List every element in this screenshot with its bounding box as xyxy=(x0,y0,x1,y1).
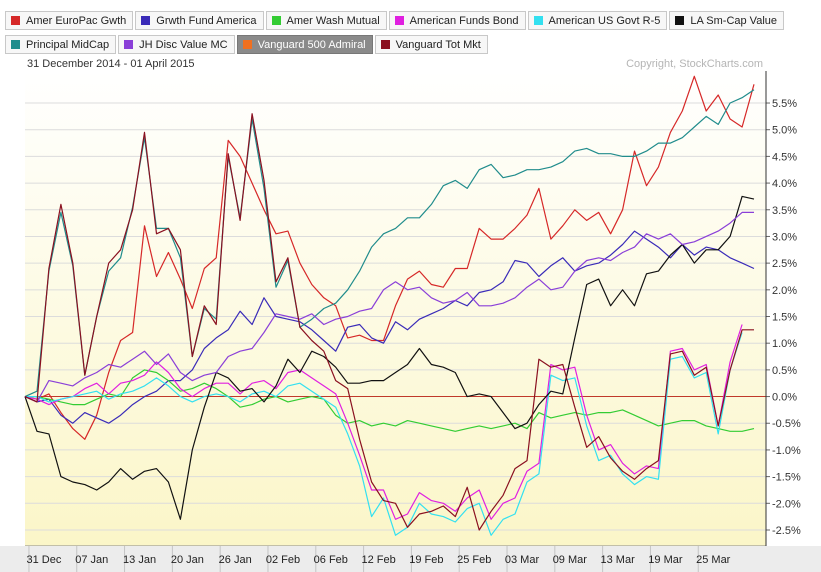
legend-row-2: Principal MidCap JH Disc Value MC Vanguard… xyxy=(5,35,488,54)
legend-swatch xyxy=(11,16,20,25)
copyright: Copyright, StockCharts.com xyxy=(626,58,763,70)
series-line xyxy=(24,113,754,531)
legend-item[interactable]: American Funds Bond xyxy=(388,11,526,30)
series-line xyxy=(24,211,754,403)
legend-label: American US Govt R-5 xyxy=(548,14,661,27)
y-tick-label: 4.0% xyxy=(772,178,797,190)
x-tick-label: 31 Dec xyxy=(27,554,62,566)
y-tick-label: 2.0% xyxy=(772,285,797,297)
legend-item[interactable]: Amer EuroPac Gwth xyxy=(5,11,134,30)
legend-swatch xyxy=(271,16,281,25)
x-tick-label: 26 Jan xyxy=(219,554,252,566)
y-tick-label: 1.5% xyxy=(772,312,797,324)
legend-item[interactable]: LA Sm-Cap Value xyxy=(669,11,784,30)
series-line xyxy=(24,324,743,520)
y-tick-label: -1.5% xyxy=(772,472,801,484)
legend-swatch xyxy=(11,40,20,49)
y-tick-label: 3.0% xyxy=(772,231,797,243)
date-range: 31 December 2014 - 01 April 2015 xyxy=(27,58,195,70)
x-tick-label: 25 Feb xyxy=(457,554,491,566)
y-tick-label: 0.0% xyxy=(772,392,797,404)
legend-swatch xyxy=(394,16,404,25)
x-tick-label: 06 Feb xyxy=(314,554,348,566)
series-line xyxy=(25,332,743,536)
x-tick-label: 09 Mar xyxy=(553,554,588,566)
legend-swatch xyxy=(533,16,543,25)
series-line xyxy=(24,195,755,520)
legend-row-1: Amer EuroPac Gwth Grwth Fund America Amer … xyxy=(5,11,784,30)
legend-label: American Funds Bond xyxy=(409,14,519,27)
y-tick-label: 1.0% xyxy=(772,338,797,350)
x-axis-band xyxy=(0,546,821,572)
x-tick-label: 13 Jan xyxy=(123,554,156,566)
legend-item[interactable]: Grwth Fund America xyxy=(135,11,264,30)
legend-label: Principal MidCap xyxy=(26,38,110,51)
x-tick-label: 20 Jan xyxy=(171,554,204,566)
legend-label: Grwth Fund America xyxy=(156,14,257,27)
legend-label: Amer EuroPac Gwth xyxy=(26,14,127,27)
x-tick-label: 12 Feb xyxy=(361,554,395,566)
x-tick-label: 19 Mar xyxy=(648,554,683,566)
series-line xyxy=(25,369,755,432)
legend-item[interactable]: Vanguard 500 Admiral xyxy=(236,35,373,54)
x-tick-label: 03 Mar xyxy=(505,554,540,566)
y-tick-label: 5.0% xyxy=(772,125,797,137)
y-tick-label: -1.0% xyxy=(772,445,801,457)
legend-label: Vanguard 500 Admiral xyxy=(257,38,366,51)
legend-item[interactable]: JH Disc Value MC xyxy=(118,35,235,54)
y-tick-label: -2.0% xyxy=(772,498,801,510)
x-tick-label: 13 Mar xyxy=(601,554,636,566)
x-tick-label: 07 Jan xyxy=(75,554,108,566)
legend-item[interactable]: Amer Wash Mutual xyxy=(265,11,387,30)
y-tick-label: 2.5% xyxy=(772,258,797,270)
x-tick-label: 25 Mar xyxy=(696,554,731,566)
y-tick-label: -0.5% xyxy=(772,418,801,430)
plot-area xyxy=(25,71,766,546)
legend-label: Vanguard Tot Mkt xyxy=(395,38,481,51)
legend-label: JH Disc Value MC xyxy=(139,38,228,51)
series-line xyxy=(24,230,755,424)
y-tick-label: 5.5% xyxy=(772,98,797,110)
series-line xyxy=(24,75,755,440)
legend-item[interactable]: American US Govt R-5 xyxy=(527,11,668,30)
legend-item[interactable]: Principal MidCap xyxy=(5,35,117,54)
legend-swatch xyxy=(380,40,390,49)
legend-item[interactable]: Vanguard Tot Mkt xyxy=(374,35,488,54)
legend-swatch xyxy=(242,40,252,49)
x-tick-label: 02 Feb xyxy=(266,554,300,566)
y-tick-label: 0.5% xyxy=(772,365,797,377)
legend-label: Amer Wash Mutual xyxy=(286,14,380,27)
legend-label: LA Sm-Cap Value xyxy=(690,14,777,27)
x-tick-label: 19 Feb xyxy=(409,554,443,566)
legend-swatch xyxy=(124,40,134,49)
legend-swatch xyxy=(141,16,151,25)
y-tick-label: 3.5% xyxy=(772,205,797,217)
legend-swatch xyxy=(675,16,685,25)
y-tick-label: -2.5% xyxy=(772,525,801,537)
y-tick-label: 4.5% xyxy=(772,151,797,163)
